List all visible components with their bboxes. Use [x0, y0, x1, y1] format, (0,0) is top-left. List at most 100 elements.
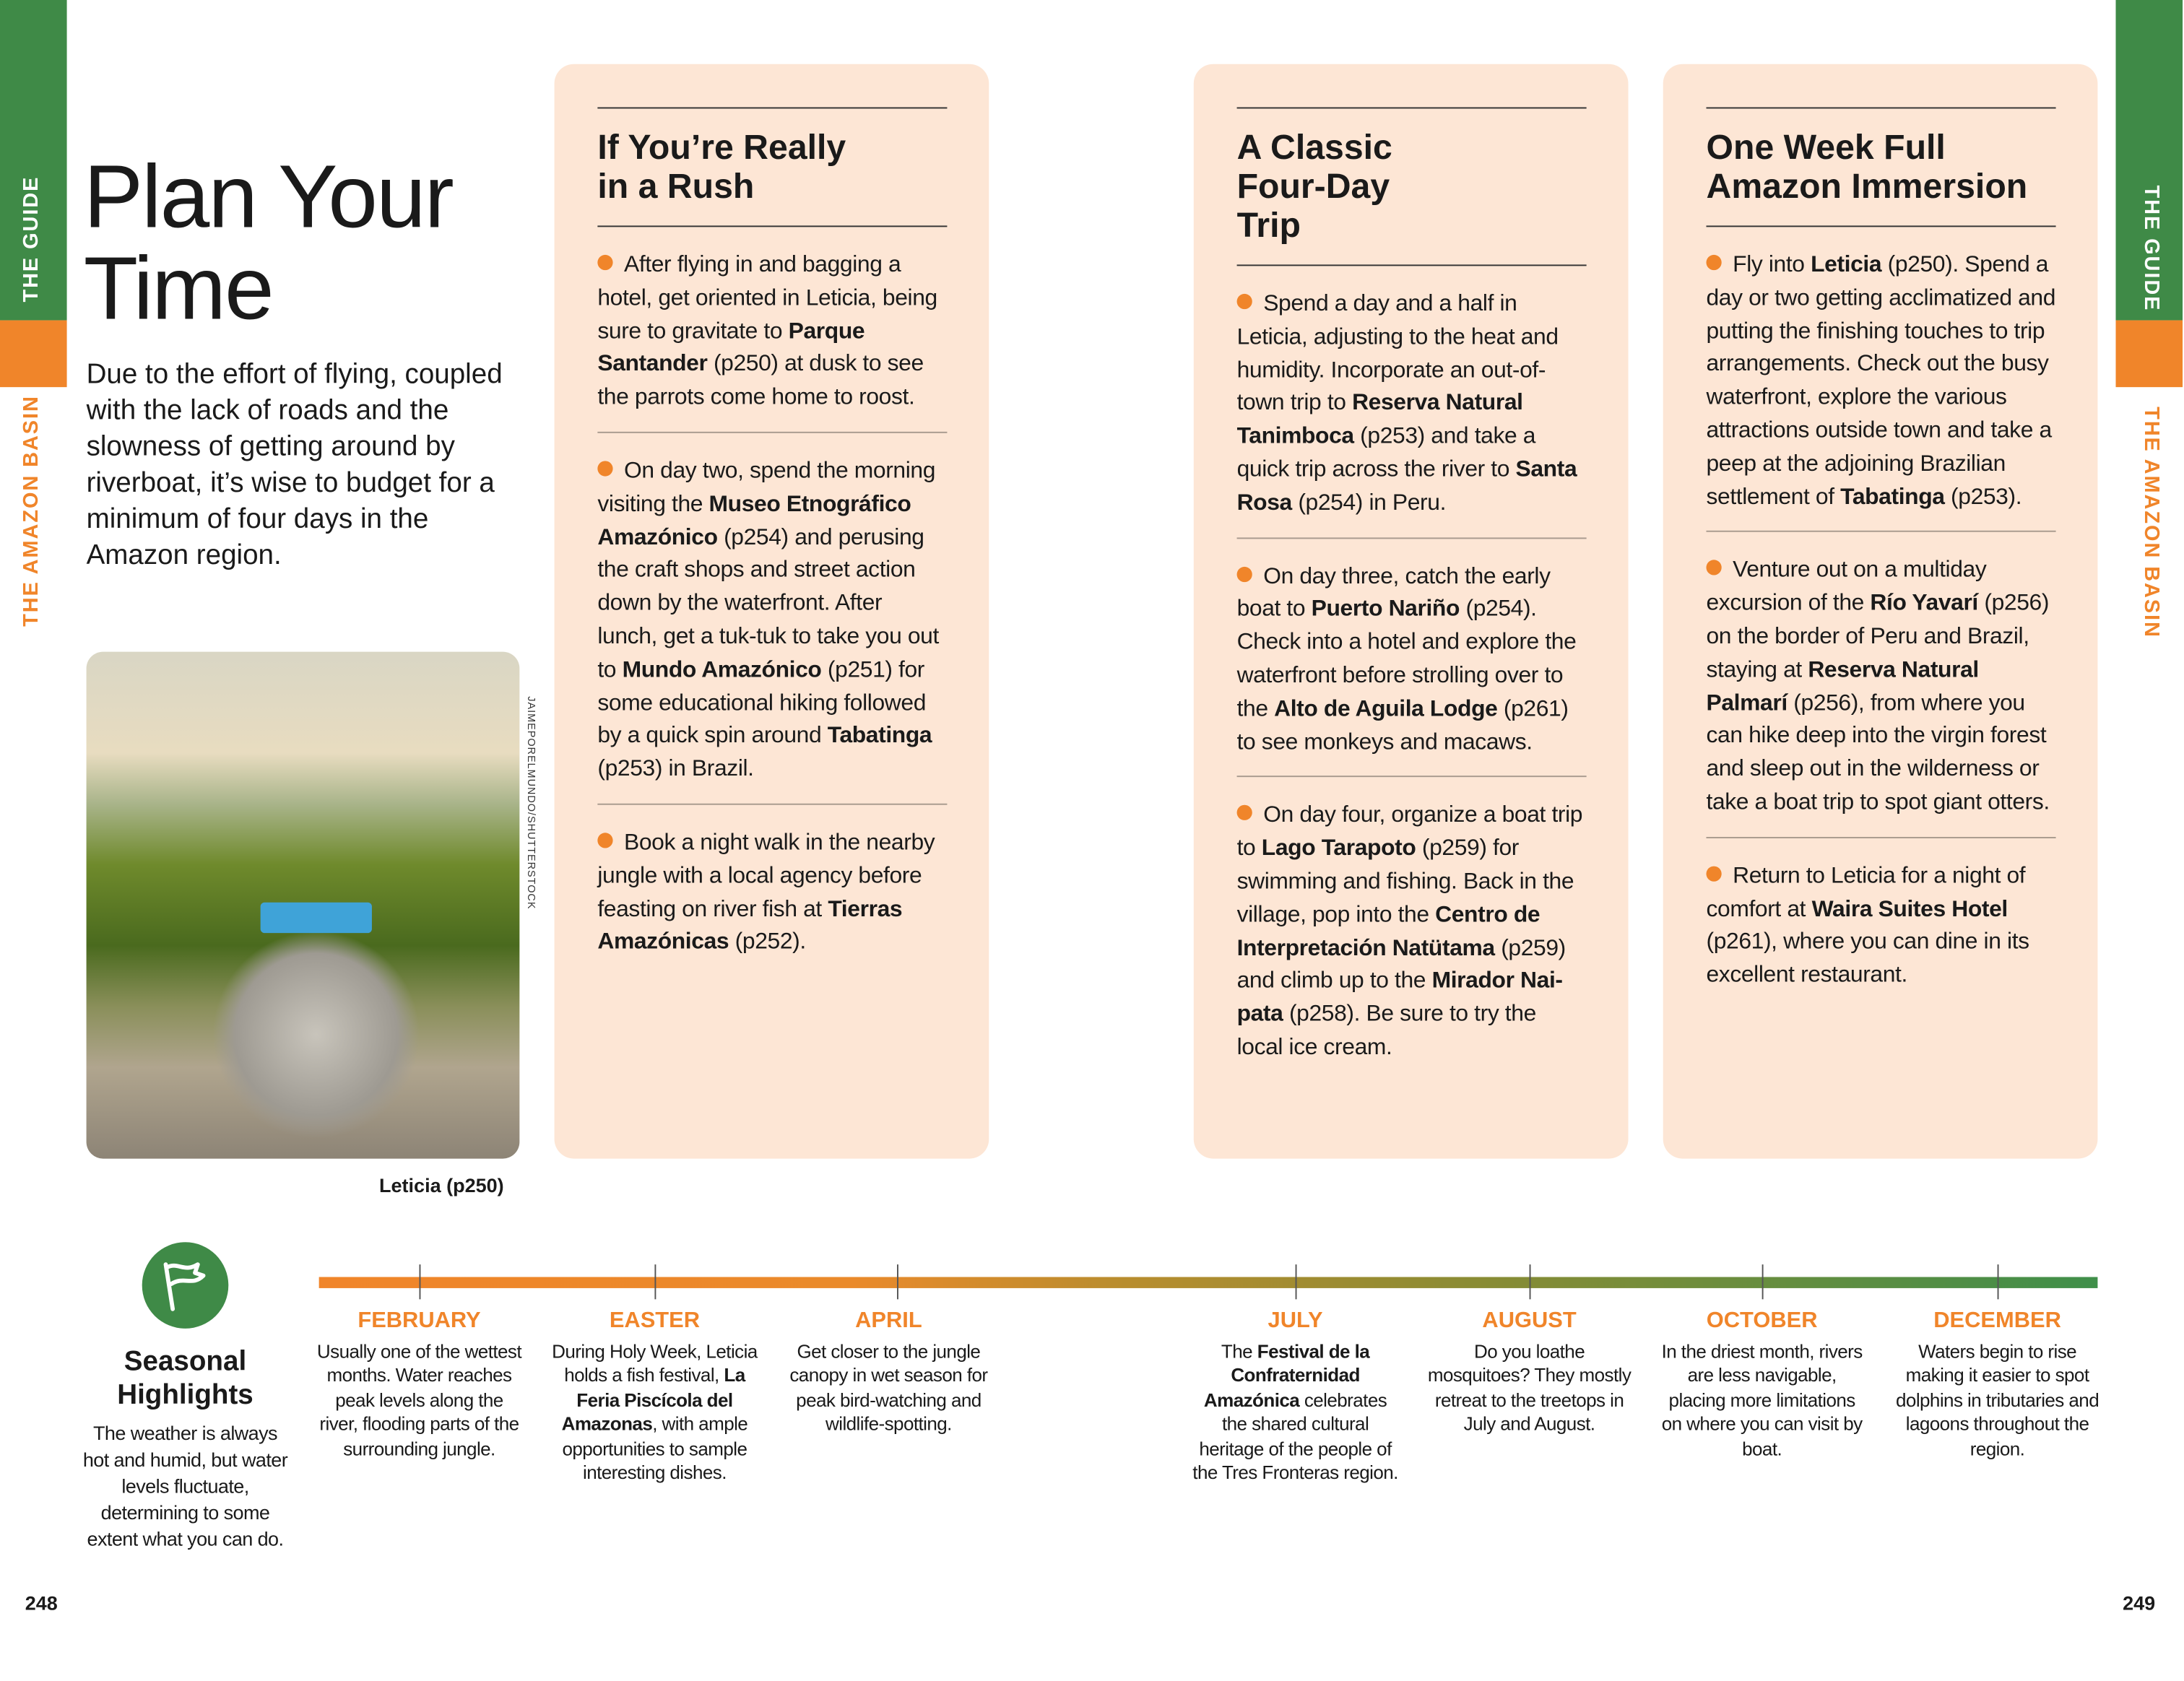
text-segment: (p254). Check into a hotel and explore t…	[1236, 596, 1577, 721]
timeline-bar	[318, 1277, 2098, 1288]
timeline-label: APRIL	[855, 1308, 922, 1333]
region-label: THE AMAZON BASIN	[2139, 407, 2164, 638]
seasonal-text: The weather is always hot and humid, but…	[82, 1422, 288, 1550]
text-segment: After flying in and bagging a hotel, get…	[597, 252, 937, 344]
bold-place-name: Tabatinga	[827, 723, 932, 749]
text-segment: (p250). Spend a day or two getting accli…	[1706, 252, 2056, 510]
text-segment: On day three, catch the early boat to	[1236, 563, 1551, 622]
leticia-photo	[86, 651, 520, 1159]
bold-place-name: Santa Rosa	[1236, 456, 1577, 516]
bold-place-name: Puerto Nariño	[1311, 596, 1460, 622]
text-segment: Book a night walk in the nearby jungle w…	[597, 830, 935, 921]
bold-place-name: Lago Tarapoto	[1261, 835, 1416, 861]
bold-place-name: Parque Santander	[597, 318, 865, 377]
photo-credit: JAIMEPORELMUNDO/SHUTTERSTOCK	[525, 696, 538, 910]
itinerary-card: If You’re Really in a Rush After flying i…	[554, 64, 989, 1159]
timeline-tick	[1529, 1264, 1531, 1300]
page-number-right: 249	[2123, 1591, 2156, 1615]
plaza-shape	[212, 930, 421, 1139]
timeline-text: Get closer to the jungle canopy in wet s…	[784, 1339, 993, 1436]
timeline-tick	[1762, 1264, 1764, 1300]
bold-place-name: Alto de Aguila Lodge	[1274, 695, 1498, 721]
bullet-dot-icon	[597, 254, 613, 271]
text-segment: (p258). Be sure to try the local ice cre…	[1236, 1001, 1537, 1060]
section-label: THE GUIDE	[19, 175, 43, 303]
text-segment: In the driest month, rivers are less nav…	[1661, 1341, 1863, 1459]
timeline-text: Waters begin to rise making it easier to…	[1893, 1339, 2102, 1461]
text-segment: (p259) and climb up to the	[1236, 935, 1566, 994]
timeline-label: DECEMBER	[1933, 1308, 2061, 1333]
left-section-tab: THE GUIDE THE AMAZON BASIN	[0, 0, 67, 640]
text-segment: The	[1221, 1341, 1257, 1363]
page-title: Plan Your Time	[83, 146, 454, 339]
bullet-dot-icon	[1236, 566, 1252, 582]
itinerary-paragraph: Fly into Leticia (p250). Spend a day or …	[1706, 227, 2056, 533]
bullet-dot-icon	[597, 833, 613, 848]
text-segment: On day four, organize a boat trip to	[1236, 802, 1583, 861]
bold-place-name: Reserva Natural Tanimboca	[1236, 390, 1523, 449]
text-segment: On day two, spend the morning visiting t…	[597, 458, 936, 517]
text-segment: Fly into	[1733, 252, 1811, 277]
text-segment: (p256) on the border of Peru and Brazil,…	[1706, 591, 2050, 682]
itinerary-paragraph: Spend a day and a half in Leticia, adjus…	[1236, 266, 1587, 539]
timeline-item: EASTER During Holy Week, Leticia holds a …	[550, 1306, 759, 1485]
timeline-item: DECEMBER Waters begin to rise making it e…	[1893, 1306, 2102, 1461]
card-content: A Classic Four-Day Trip Spend a day and a…	[1236, 107, 1587, 1081]
text-segment: Do you loathe mosquitoes? They mostly re…	[1427, 1341, 1632, 1435]
text-segment: (p253).	[1944, 484, 2022, 510]
top-rule	[597, 107, 948, 109]
timeline-label: AUGUST	[1482, 1308, 1577, 1333]
bold-place-name: Tierras Amazónicas	[597, 896, 903, 955]
text-segment: (p256), from where you can hike deep int…	[1706, 690, 2050, 815]
timeline-text: Do you loathe mosquitoes? They mostly re…	[1425, 1339, 1634, 1436]
bold-place-name: Río Yavarí	[1870, 591, 1978, 616]
bold-place-name: Mirador Nai-pata	[1236, 968, 1563, 1027]
text-segment: Venture out on a multiday excursion of t…	[1706, 557, 1987, 616]
region-label: THE AMAZON BASIN	[19, 395, 43, 627]
bold-place-name: Reserva Natural Palmarí	[1706, 656, 1979, 716]
text-segment: (p250) at dusk to see the parrots come h…	[597, 351, 924, 410]
bullet-dot-icon	[597, 461, 613, 477]
section-tab-green	[2115, 0, 2183, 321]
text-segment: Usually one of the wettest months. Water…	[316, 1341, 522, 1459]
bold-place-name: Waira Suites Hotel	[1811, 896, 2008, 921]
itinerary-paragraph: On day two, spend the morning visiting t…	[597, 433, 948, 805]
itinerary-card: A Classic Four-Day Trip Spend a day and a…	[1193, 64, 1629, 1159]
card-content: One Week Full Amazon Immersion Fly into L…	[1706, 107, 2056, 1010]
intro-text: Due to the effort of flying, coupled wit…	[86, 359, 503, 571]
timeline-item: JULY The Festival de la Confraternidad Am…	[1191, 1306, 1400, 1485]
timeline-item: OCTOBER In the driest month, rivers are l…	[1658, 1306, 1866, 1461]
text-segment: (p254) in Peru.	[1291, 490, 1447, 516]
timeline-label: JULY	[1268, 1308, 1323, 1333]
timeline-text: The Festival de la Confraternidad Amazón…	[1191, 1339, 1400, 1485]
timeline-item: AUGUST Do you loathe mosquitoes? They mos…	[1425, 1306, 1634, 1437]
text-segment: Spend a day and a half in Leticia, adjus…	[1236, 291, 1559, 416]
text-segment: (p253) and take a quick trip across the …	[1236, 423, 1536, 482]
top-rule	[1706, 107, 2056, 109]
seasonal-title: Seasonal Highlights	[117, 1346, 254, 1411]
bold-place-name: La Feria Piscícola del Amazonas	[561, 1365, 746, 1435]
card-title: One Week Full Amazon Immersion	[1706, 108, 2056, 227]
itinerary-paragraph: Book a night walk in the nearby jungle w…	[597, 805, 947, 977]
text-segment: (p261) to see monkeys and macaws.	[1236, 695, 1569, 755]
timeline-text: Usually one of the wettest months. Water…	[315, 1339, 524, 1461]
timeline-item: FEBRUARY Usually one of the wettest month…	[315, 1306, 524, 1461]
timeline-item: APRIL Get closer to the jungle canopy in …	[784, 1306, 993, 1437]
timeline-tick	[1997, 1264, 1999, 1300]
timeline-tick	[896, 1264, 898, 1300]
timeline-tick	[419, 1264, 421, 1300]
text-segment: (p254) and perusing the craft shops and …	[597, 524, 939, 682]
timeline-text: During Holy Week, Leticia holds a fish f…	[550, 1339, 759, 1485]
itinerary-paragraph: Return to Leticia for a night of comfort…	[1706, 838, 2055, 1010]
bold-place-name: Mundo Amazónico	[622, 656, 822, 682]
timeline-label: FEBRUARY	[358, 1308, 481, 1333]
bullet-dot-icon	[1706, 866, 1722, 882]
section-tab-orange	[2115, 320, 2183, 388]
bullet-dot-icon	[1236, 805, 1252, 821]
text-segment: (p253) in Brazil.	[597, 756, 754, 782]
timeline-tick	[1295, 1264, 1297, 1300]
right-section-tab: THE GUIDE THE AMAZON BASIN	[2115, 0, 2183, 640]
flag-icon	[142, 1242, 229, 1329]
timeline-label: EASTER	[609, 1308, 701, 1333]
section-label: THE GUIDE	[2139, 185, 2164, 312]
